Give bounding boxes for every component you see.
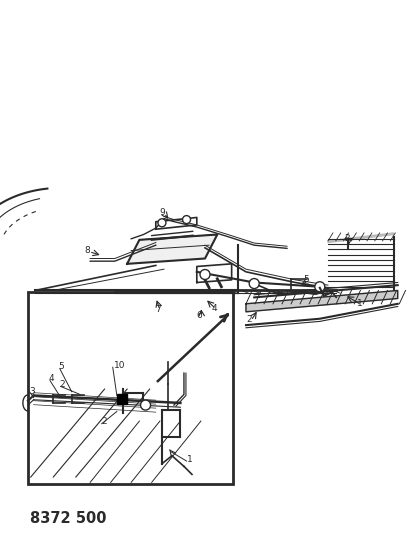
Circle shape [314,282,324,292]
Polygon shape [127,235,217,264]
Circle shape [249,279,258,288]
Text: 10: 10 [114,361,125,370]
Circle shape [140,400,150,410]
Text: 8372 500: 8372 500 [29,511,106,526]
Text: 2: 2 [344,235,349,243]
Circle shape [157,219,166,227]
Text: 8: 8 [84,246,90,255]
Polygon shape [327,233,393,243]
Text: 5: 5 [58,362,64,371]
Text: 3: 3 [29,387,35,396]
Text: 7: 7 [155,305,160,313]
Circle shape [182,215,190,224]
Text: 5: 5 [303,276,308,284]
Text: 9: 9 [159,208,164,216]
Text: 6: 6 [196,311,202,320]
Text: 2: 2 [59,381,65,389]
Polygon shape [155,217,196,229]
Text: 2: 2 [101,417,107,425]
Text: 1: 1 [356,300,362,308]
Text: 4: 4 [48,374,54,383]
Circle shape [200,270,209,279]
Text: 4: 4 [211,304,216,312]
Bar [28,292,232,484]
Text: 1: 1 [186,455,192,464]
Polygon shape [245,290,397,312]
Polygon shape [117,394,127,404]
Polygon shape [196,264,231,282]
Text: 2: 2 [245,316,251,324]
